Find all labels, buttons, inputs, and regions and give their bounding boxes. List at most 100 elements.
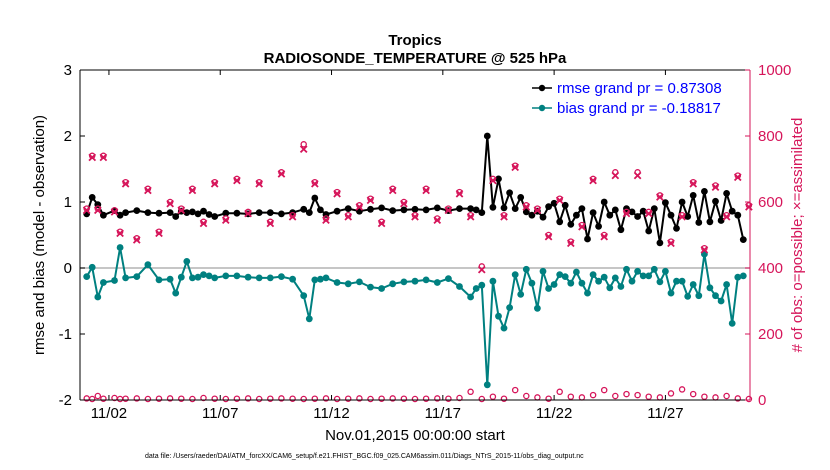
rmse-point: [639, 207, 647, 215]
obs-assimilated-point: [477, 265, 486, 274]
obs-assimilated-point: [99, 153, 108, 162]
y-right-tick-label: 800: [758, 128, 783, 145]
rmse-point: [589, 209, 597, 217]
bias-point: [300, 292, 308, 300]
obs-assimilated-point: [93, 206, 102, 215]
obs-assimilated-point: [644, 209, 653, 218]
obs-possible-point: [255, 395, 263, 403]
obs-possible-point: [456, 394, 463, 402]
rmse-point: [378, 204, 385, 212]
bias-point: [595, 277, 602, 285]
bias-point: [645, 272, 653, 280]
obs-assimilated-point: [88, 153, 97, 162]
rmse-point: [211, 213, 219, 220]
obs-possible-point: [100, 395, 107, 402]
bias-point: [116, 244, 124, 251]
obs-assimilated-point: [333, 189, 341, 198]
rmse-point: [155, 209, 163, 217]
bias-point: [728, 320, 736, 327]
obs-possible-point: [200, 394, 207, 402]
bias-point: [289, 275, 296, 283]
obs-possible-point: [623, 390, 630, 398]
rmse-point: [433, 204, 441, 212]
bias-point: [500, 324, 508, 332]
rmse-point: [611, 206, 619, 214]
rmse-point: [656, 239, 664, 247]
y-right-tick-label: 600: [758, 194, 783, 211]
bias-point: [628, 277, 636, 285]
rmse-point: [194, 210, 202, 218]
obs-assimilated-point: [244, 209, 252, 218]
obs-possible-point: [244, 395, 252, 402]
y-right-tick-label: 0: [758, 392, 766, 409]
obs-possible-point: [166, 395, 174, 402]
obs-assimilated-point: [210, 180, 219, 188]
rmse-point: [189, 208, 196, 216]
rmse-point: [233, 209, 241, 217]
obs-possible-point: [300, 141, 307, 148]
bias-point: [611, 274, 619, 282]
axes-layer: 11/02 11/07 11/12 11/17 11/22 11/27 -2 -1 0 1 2 3 0 2…: [59, 62, 792, 422]
obs-possible-point: [556, 388, 563, 396]
bias-point: [706, 284, 714, 292]
obs-possible-point: [500, 395, 508, 402]
rmse-point: [495, 175, 502, 183]
bias-point: [517, 291, 525, 298]
bias-point: [678, 277, 686, 285]
rmse-point: [456, 205, 463, 213]
obs-possible-point: [411, 395, 419, 403]
rmse-point: [411, 205, 419, 213]
y-axis-label: rmse and bias (model - observation): [31, 115, 48, 355]
obs-assimilated-point: [689, 180, 698, 188]
y-tick-label: 1: [64, 194, 72, 211]
bias-point: [634, 267, 641, 275]
obs-assimilated-point: [711, 183, 720, 191]
obs-possible-point: [589, 391, 597, 399]
bias-point: [584, 289, 591, 297]
obs-possible-point: [344, 395, 352, 402]
bias-point: [650, 265, 658, 273]
legend-rmse-label: rmse grand pr = 0.87308: [557, 80, 722, 97]
obs-assimilated-point: [511, 163, 520, 172]
bias-point: [506, 304, 513, 311]
bias-point: [311, 276, 319, 284]
rmse-point: [595, 223, 602, 230]
obs-assimilated-point: [221, 216, 230, 224]
rmse-point: [183, 209, 191, 217]
bias-point: [378, 285, 385, 292]
obs-assimilated-point: [255, 180, 264, 188]
bias-point: [305, 315, 313, 323]
bias-point: [88, 263, 96, 271]
bias-point: [200, 271, 207, 278]
obs-assimilated-point: [310, 180, 319, 188]
obs-possible-point: [745, 395, 753, 403]
rmse-point: [506, 189, 513, 197]
bias-point: [344, 280, 352, 288]
obs-possible-point: [445, 395, 452, 402]
legend-bias-marker: [538, 104, 546, 112]
obs-possible-point: [356, 395, 363, 402]
rmse-point: [311, 194, 319, 202]
bias-point: [528, 279, 536, 287]
obs-assimilated-point: [344, 213, 353, 221]
obs-assimilated-point: [233, 176, 241, 185]
bias-point: [183, 258, 191, 265]
obs-possible-point: [222, 395, 230, 403]
obs-assimilated-point: [116, 229, 124, 238]
bias-point: [445, 275, 452, 282]
bias-point: [266, 274, 274, 282]
bias-point: [723, 281, 730, 288]
rmse-point: [701, 188, 708, 195]
obs-possible-point: [389, 395, 396, 402]
obs-assimilated-point: [188, 186, 197, 195]
x-tick-label: 11/22: [536, 405, 572, 422]
obs-assimilated-point: [678, 213, 686, 221]
bias-point: [222, 272, 230, 280]
obs-possible-point: [333, 395, 341, 403]
rmse-point: [728, 207, 736, 215]
obs-assimilated-point: [155, 229, 163, 238]
bias-point: [367, 283, 374, 291]
obs-assimilated-point: [600, 232, 609, 241]
y-right-tick-label: 200: [758, 326, 783, 343]
obs-possible-point: [155, 395, 163, 402]
